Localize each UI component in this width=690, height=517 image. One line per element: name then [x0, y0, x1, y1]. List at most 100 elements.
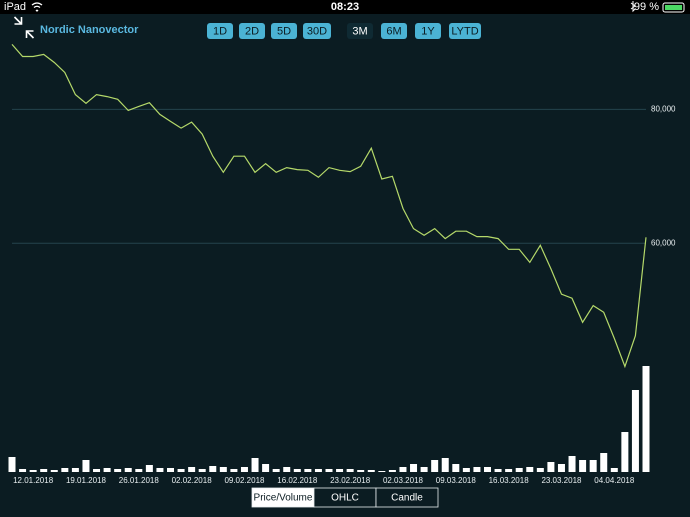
chart: 60,000 80,000 12.01.2018 19.01.2018 26.01.20…: [8, 44, 676, 485]
volume-bar: [61, 468, 69, 472]
volume-bar: [93, 469, 101, 472]
volume-bar: [462, 468, 470, 472]
volume-bar: [452, 464, 460, 472]
volume-bar: [156, 468, 164, 472]
volume-bar: [188, 467, 196, 472]
volume-bar: [600, 453, 608, 472]
volume-bar: [293, 469, 301, 472]
volume-bar: [19, 469, 27, 472]
battery-icon: [662, 2, 685, 13]
clock: 08:23: [331, 1, 359, 13]
volume-bar: [82, 460, 90, 472]
volume-bar: [631, 390, 639, 472]
volume-bar: [50, 470, 58, 472]
volume-bar: [494, 469, 502, 472]
volume-bar: [114, 469, 122, 472]
x-tick-label: 09.03.2018: [436, 476, 477, 485]
volume-bar: [484, 467, 491, 472]
x-tick-label: 23.03.2018: [541, 476, 582, 485]
wifi-icon: [31, 2, 43, 12]
volume-bar: [29, 470, 37, 472]
volume-bar: [642, 366, 650, 472]
period-buttons: 1D 2D 5D 30D 3M 6M 1Y LYTD: [207, 23, 481, 39]
period-button-label: 30D: [307, 25, 327, 37]
volume-bar: [71, 468, 79, 472]
view-tab-label: OHLC: [331, 493, 359, 504]
x-tick-label: 23.02.2018: [330, 476, 371, 485]
view-tab-label: Price/Volume: [254, 493, 313, 504]
volume-bar: [346, 469, 354, 472]
volume-bar: [515, 468, 523, 472]
volume-bar: [251, 458, 259, 472]
period-button-label: 2D: [245, 25, 259, 37]
x-tick-label: 19.01.2018: [66, 476, 107, 485]
volume-bar: [336, 469, 344, 472]
volume-bar: [367, 470, 375, 472]
volume-bar: [610, 468, 618, 472]
volume-bar: [219, 467, 227, 472]
volume-bar: [526, 467, 534, 472]
period-button-label: 1Y: [421, 25, 435, 37]
volume-bar: [145, 465, 153, 472]
volume-bar: [103, 468, 111, 472]
status-bar: [0, 0, 690, 14]
volume-bar: [262, 464, 270, 472]
period-button[interactable]: [207, 23, 233, 39]
volume-bar: [557, 464, 565, 472]
volume-bar: [8, 457, 16, 472]
volume-bar: [410, 464, 418, 472]
x-tick-label: 16.02.2018: [277, 476, 318, 485]
view-tab[interactable]: [375, 487, 439, 508]
volume-bar: [568, 456, 576, 472]
period-button-label: 5D: [277, 25, 291, 37]
battery-level: 99 %: [634, 1, 659, 13]
x-tick-label: 02.03.2018: [383, 476, 424, 485]
volume-bar: [378, 471, 386, 472]
x-tick-label: 02.02.2018: [172, 476, 213, 485]
y-tick-label: 80,000: [651, 104, 676, 113]
volume-bar: [314, 469, 322, 472]
volume-bar: [167, 468, 174, 472]
volume-bar: [325, 469, 333, 472]
volume-bar: [473, 467, 481, 472]
volume-bar: [579, 460, 587, 472]
price-line: [11, 44, 647, 369]
period-button-label: 1D: [213, 25, 227, 37]
volume-bar: [304, 469, 312, 472]
volume-bar: [431, 460, 439, 472]
period-button[interactable]: [271, 23, 297, 39]
volume-bar: [124, 468, 132, 472]
volume-bar: [388, 470, 396, 472]
volume-bar: [441, 458, 449, 472]
y-tick-label: 60,000: [651, 238, 676, 247]
volume-bar: [198, 469, 206, 472]
view-tabs: Price/Volume OHLC Candle: [251, 487, 439, 508]
period-button[interactable]: [449, 23, 481, 39]
x-tick-label: 16.03.2018: [489, 476, 530, 485]
period-button[interactable]: [347, 23, 373, 39]
volume-bar: [209, 466, 217, 472]
period-button[interactable]: [415, 23, 441, 39]
battery-fill: [665, 5, 682, 10]
device-name: iPad: [4, 1, 26, 13]
volume-bar: [40, 469, 48, 472]
period-button-label: 6M: [386, 25, 401, 37]
period-button[interactable]: [239, 23, 265, 39]
period-button[interactable]: [381, 23, 407, 39]
volume-bar: [589, 460, 597, 472]
volume-bar: [357, 470, 365, 472]
volume-bar: [272, 469, 280, 472]
collapse-icon[interactable]: [13, 16, 35, 39]
period-button[interactable]: [303, 23, 331, 39]
x-tick-label: 04.04.2018: [594, 476, 635, 485]
volume-bar: [240, 467, 248, 472]
period-button-label: 3M: [352, 25, 367, 37]
volume-bar: [420, 467, 428, 472]
volume-bar: [505, 469, 513, 472]
x-tick-label: 12.01.2018: [13, 476, 54, 485]
period-button-label: LYTD: [451, 25, 478, 37]
volume-bar: [135, 469, 143, 472]
volume-bar: [399, 467, 407, 472]
